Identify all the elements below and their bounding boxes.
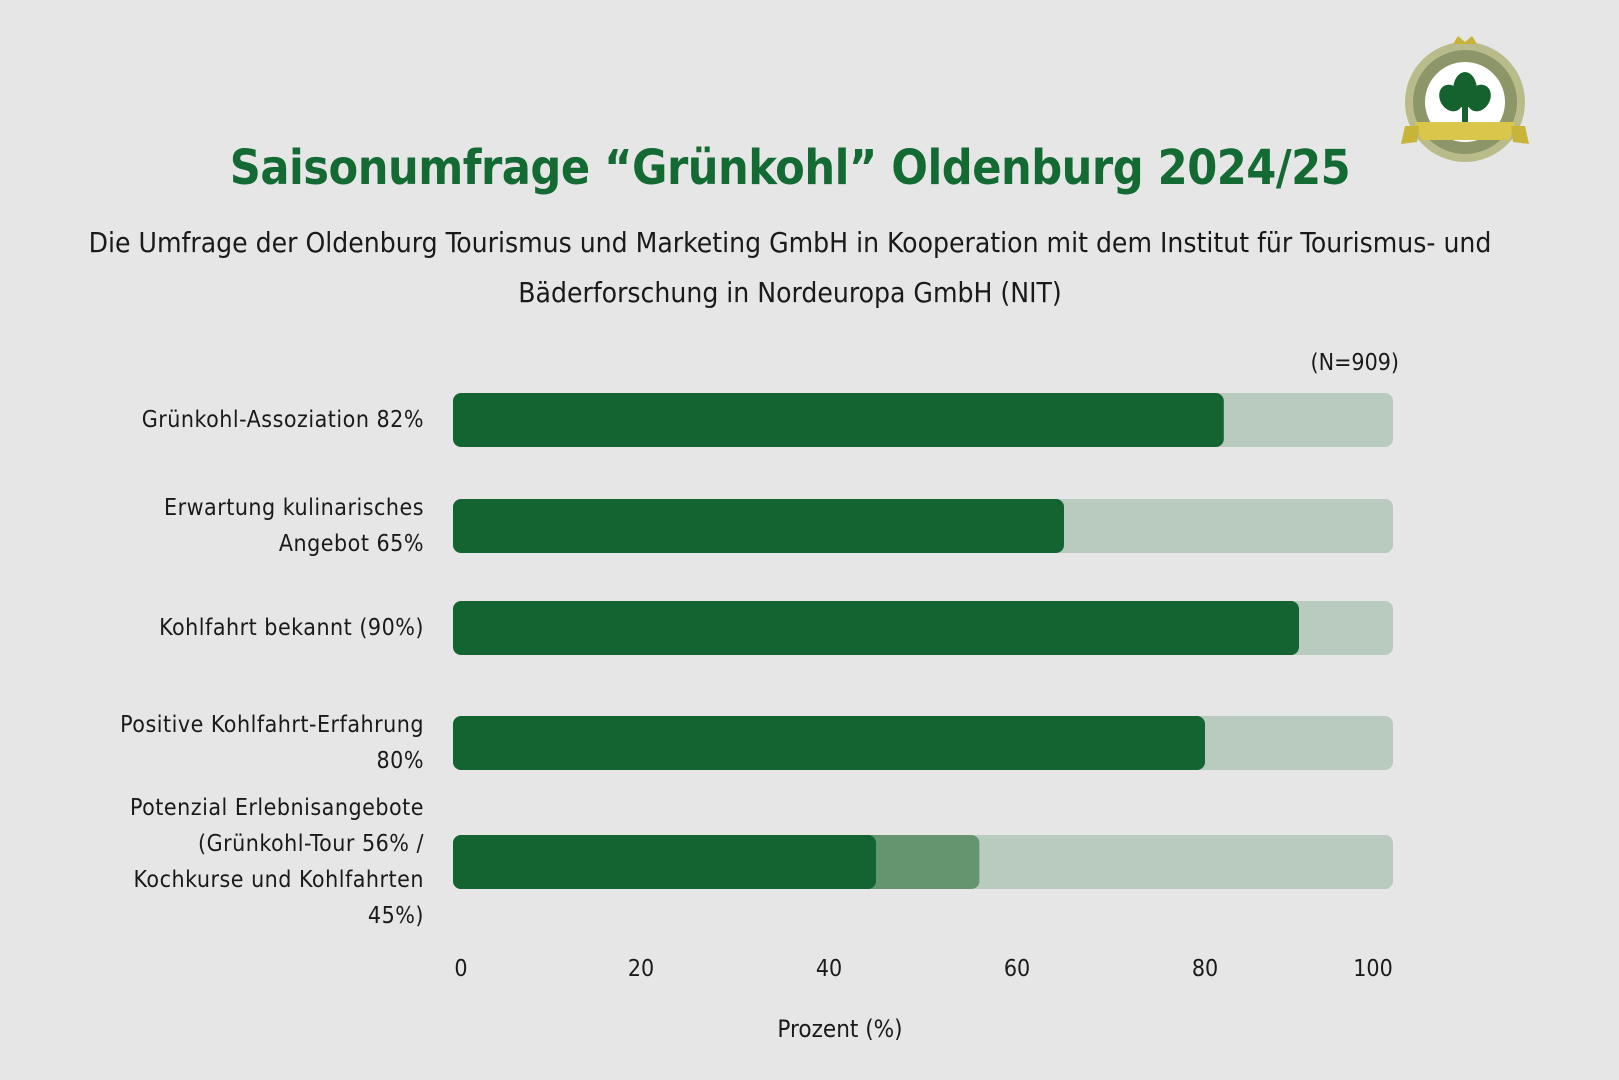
category-label: Positive Kohlfahrt-Erfahrung 80% <box>4 707 424 779</box>
category-label-line: Erwartung kulinarisches <box>164 495 424 521</box>
bar <box>453 601 1299 655</box>
category-label-line: Potenzial Erlebnisangebote <box>129 795 424 821</box>
x-tick-label: 60 <box>1003 956 1031 982</box>
x-tick-label: 0 <box>454 956 468 982</box>
bar <box>453 393 1224 447</box>
category-label-line: Kohlfahrt bekannt (90%) <box>159 615 424 641</box>
chart-subtitle: Die Umfrage der Oldenburg Tourismus und … <box>88 226 1492 309</box>
bar <box>453 499 1064 553</box>
category-label: Grünkohl-Assoziation 82% <box>4 402 424 438</box>
bar <box>453 716 1205 770</box>
x-tick-label: 80 <box>1191 956 1219 982</box>
kale-leaf-badge-icon <box>1401 36 1529 162</box>
category-label: Kohlfahrt bekannt (90%) <box>4 610 424 646</box>
sample-size-label: (N=909) <box>1310 350 1399 376</box>
category-label-line: Kochkurse und Kohlfahrten <box>133 867 424 893</box>
chart-title: Saisonumfrage “Grünkohl” Oldenburg 2024/… <box>229 140 1351 196</box>
category-label: Erwartung kulinarisches Angebot 65% <box>4 490 424 562</box>
x-tick-label: 20 <box>627 956 655 982</box>
category-label-line: (Grünkohl-Tour 56% / <box>198 831 424 857</box>
bar <box>453 835 876 889</box>
category-label-line: Angebot 65% <box>278 531 424 557</box>
x-tick-label: 40 <box>815 956 843 982</box>
x-axis-label: Prozent (%) <box>777 1015 903 1043</box>
category-label-line: Positive Kohlfahrt-Erfahrung <box>120 712 424 738</box>
category-label: Potenzial Erlebnisangebote (Grünkohl-Tour… <box>4 790 424 934</box>
category-label-line: 45%) <box>367 903 424 929</box>
x-tick-label: 100 <box>1353 956 1393 982</box>
category-label-line: Grünkohl-Assoziation 82% <box>141 407 424 433</box>
category-label-line: 80% <box>376 748 424 774</box>
